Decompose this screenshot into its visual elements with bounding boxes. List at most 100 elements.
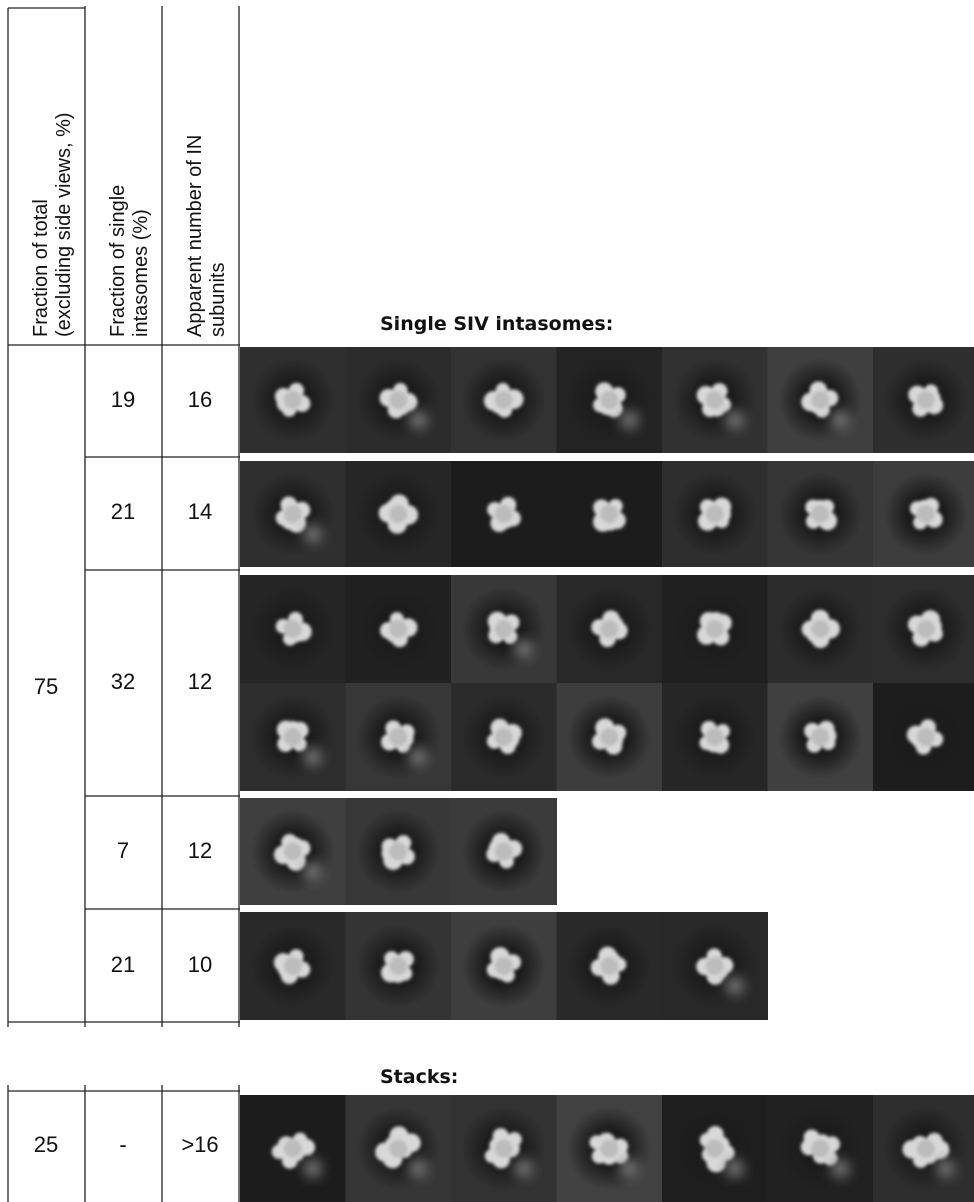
particle-core: [283, 1139, 302, 1158]
particle-core: [811, 620, 830, 638]
header-line: (excluding side views, %): [53, 112, 75, 337]
particle-core: [389, 1139, 408, 1158]
particle: [801, 609, 840, 649]
particle-core: [600, 505, 619, 523]
particle-core: [705, 957, 724, 975]
particle: [275, 611, 312, 646]
particle: [379, 612, 418, 648]
particle-core: [705, 391, 724, 409]
particle-core: [494, 505, 513, 523]
header-line: Fraction of single: [107, 185, 129, 337]
particle: [699, 1126, 735, 1173]
table-cell: 25: [34, 1132, 58, 1157]
particle-core: [389, 620, 408, 638]
particle-core: [600, 728, 619, 746]
table-cells: 19 16 21 14 32 12 7 12 21 10 25 - >16: [34, 387, 219, 1157]
diffuse-blob: [620, 1159, 639, 1178]
particle-core: [600, 957, 619, 975]
particle: [907, 610, 943, 647]
table-cell: 10: [188, 952, 212, 977]
particle: [486, 832, 523, 869]
table-cell: 12: [188, 669, 212, 694]
particle: [591, 610, 628, 648]
particle: [487, 611, 520, 644]
table-cell: >16: [181, 1132, 218, 1157]
diffuse-blob: [514, 1159, 533, 1178]
particle: [381, 720, 415, 753]
particle-core: [600, 391, 619, 409]
diffuse-blob: [831, 1159, 850, 1178]
particle-core: [283, 728, 302, 746]
diffuse-blob: [620, 411, 639, 429]
particle: [908, 384, 944, 417]
particle: [805, 499, 838, 531]
particle: [697, 612, 732, 646]
diffuse-blob: [409, 411, 428, 429]
total-cell: 75: [34, 674, 58, 699]
table-lines: [7, 6, 240, 1202]
particle: [909, 497, 943, 530]
particle-lobe: [271, 1144, 287, 1160]
particle-core: [389, 842, 408, 861]
table-cell: 32: [111, 669, 135, 694]
particle-core: [705, 1139, 724, 1158]
table-cell: 7: [117, 838, 129, 863]
particle: [271, 1132, 316, 1169]
particle-core: [916, 728, 935, 746]
particle-core: [916, 391, 935, 409]
particle-lobe: [589, 1135, 604, 1150]
table-cell: 21: [111, 952, 135, 977]
particle-core: [283, 842, 302, 861]
particle: [483, 382, 524, 418]
particle: [381, 835, 415, 870]
diffuse-blob: [725, 411, 744, 429]
diffuse-blob: [303, 525, 322, 543]
particle-core: [389, 728, 408, 746]
particle: [592, 498, 626, 532]
header-line: Apparent number of IN: [184, 135, 206, 337]
particle-core: [916, 505, 935, 523]
particle-core: [494, 391, 513, 409]
particle-core: [705, 505, 724, 523]
header-line: subunits: [207, 263, 229, 338]
particle-core: [494, 728, 513, 746]
particle-core: [494, 1139, 513, 1158]
particle-lobe: [507, 1132, 522, 1147]
particle: [273, 949, 311, 985]
particle-core: [283, 957, 302, 975]
diffuse-blob: [303, 1159, 322, 1178]
particle: [381, 951, 414, 983]
particle: [487, 496, 521, 533]
particle-core: [283, 620, 302, 638]
particle-lobe: [699, 499, 716, 515]
particle: [379, 382, 418, 419]
particle-core: [811, 505, 830, 523]
diffuse-blob: [936, 1159, 955, 1178]
particle: [697, 497, 732, 531]
particle-core: [705, 728, 724, 746]
particle-core: [600, 620, 619, 638]
header-line: intasomes (%): [130, 209, 152, 337]
particle-core: [283, 391, 302, 409]
particle: [486, 947, 522, 983]
particle: [484, 1128, 522, 1169]
header-line: Fraction of total: [30, 199, 52, 337]
particle: [589, 1132, 629, 1165]
particle-core: [811, 1139, 830, 1158]
particle: [804, 720, 837, 753]
particle-core: [389, 391, 408, 409]
particle: [902, 1132, 950, 1168]
particle: [375, 1126, 421, 1169]
table-cell: 16: [188, 387, 212, 412]
table-cell: 19: [111, 387, 135, 412]
diffuse-blob: [831, 411, 850, 429]
particle-core: [811, 728, 830, 746]
particle: [696, 383, 732, 417]
particle: [486, 718, 522, 755]
particle: [696, 948, 734, 985]
particle-core: [389, 505, 408, 523]
particle-core: [811, 391, 830, 409]
diffuse-blob: [514, 640, 533, 658]
